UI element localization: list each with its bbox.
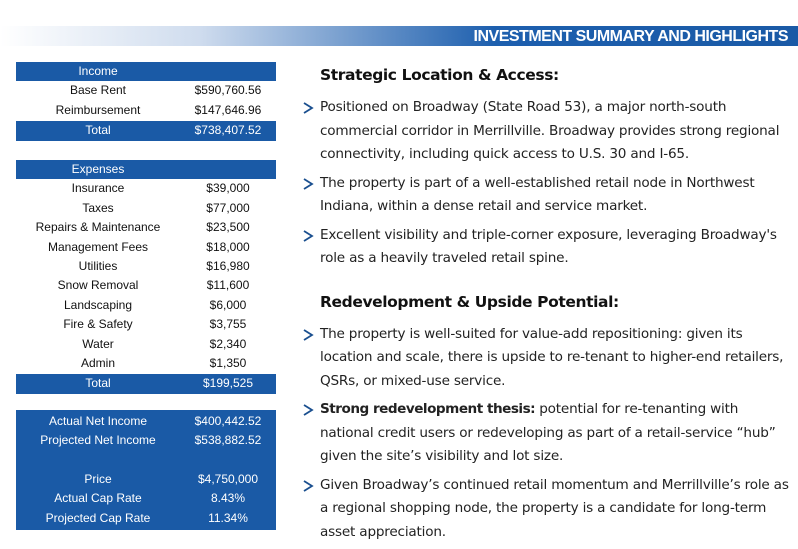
- bullet-arrow: [303, 328, 314, 341]
- bullet-text: The property is part of a well-establish…: [320, 174, 755, 215]
- row-label: Insurance: [71, 181, 125, 196]
- row-value: $16,980: [206, 259, 250, 273]
- row-value: $400,442.52: [194, 414, 262, 428]
- row-label: Base Rent: [69, 83, 127, 98]
- row-label: Reimbursement: [55, 102, 141, 117]
- header-bar: INVESTMENT SUMMARY AND HIGHLIGHTS: [0, 26, 798, 46]
- table-row: Admin $1,350: [16, 354, 276, 373]
- row-value: $2,340: [209, 336, 247, 351]
- row-value: $199,525: [202, 376, 254, 391]
- bullet-bold: Strong redevelopment thesis:: [320, 401, 536, 417]
- bullet: Strong redevelopment thesis: potential f…: [302, 398, 794, 469]
- summary-row: Actual Net Income $400,442.52: [16, 412, 276, 432]
- row-value: $538,882.52: [194, 433, 262, 448]
- row-label: Total: [85, 123, 111, 138]
- row-label: Projected Cap Rate: [45, 510, 151, 525]
- bullet-arrow: [303, 229, 314, 242]
- bullet-arrow: [303, 479, 314, 492]
- table-row: Water $2,340: [16, 335, 276, 354]
- table-header: Expenses: [16, 160, 276, 180]
- bullet-arrow: [303, 404, 314, 416]
- row-value: $4,750,000: [197, 472, 259, 486]
- row-label: Projected Net Income: [40, 433, 156, 448]
- table-row: Taxes $77,000: [16, 199, 276, 218]
- table-row: Repairs & Maintenance $23,500: [16, 218, 276, 237]
- row-label: Admin: [80, 356, 115, 370]
- bullet-text: The property is well-suited for value-ad…: [320, 325, 784, 389]
- summary-row: Projected Net Income $538,882.52: [16, 431, 276, 451]
- row-label: Price: [84, 472, 112, 486]
- row-label: Water: [82, 336, 114, 351]
- bullet-text: Excellent visibility and triple-corner e…: [320, 226, 777, 267]
- table-row: Utilities $16,980: [16, 257, 276, 276]
- row-value: $18,000: [206, 239, 250, 254]
- row-label: Snow Removal: [57, 278, 139, 293]
- row-label: Landscaping: [63, 297, 133, 312]
- table-row: Insurance $39,000: [16, 179, 276, 198]
- header-title: INVESTMENT SUMMARY AND HIGHLIGHTS: [473, 28, 789, 45]
- row-label: Fire & Safety: [63, 317, 133, 332]
- bullet: Positioned on Broadway (State Road 53), …: [302, 96, 794, 167]
- row-label: Income: [78, 64, 118, 78]
- row-label: Total: [85, 376, 111, 391]
- bullet: Excellent visibility and triple-corner e…: [302, 224, 794, 271]
- row-label: Expenses: [71, 162, 125, 176]
- table-total: Total $199,525: [16, 374, 276, 394]
- highlights: Strategic Location & Access: Positioned o…: [302, 66, 794, 549]
- table-header: Income: [16, 62, 276, 82]
- row-value: $39,000: [206, 181, 250, 196]
- section: Redevelopment & Upside Potential: The pro…: [302, 293, 794, 545]
- row-label: Management Fees: [47, 239, 149, 254]
- row-label: Actual Cap Rate: [54, 491, 142, 506]
- table-row: Fire & Safety $3,755: [16, 315, 276, 334]
- row-value: $590,760.56: [194, 83, 262, 98]
- row-label: Utilities: [78, 259, 118, 273]
- bullet-text: potential for re-tenanting with national…: [320, 401, 776, 464]
- bullet: The property is part of a well-establish…: [302, 172, 794, 219]
- row-value: $11,600: [206, 278, 250, 293]
- summary-row: Price $4,750,000: [16, 470, 276, 490]
- bullet: The property is well-suited for value-ad…: [302, 323, 794, 394]
- section: Strategic Location & Access: Positioned o…: [302, 66, 794, 271]
- summary-row: Actual Cap Rate 8.43%: [16, 489, 276, 509]
- row-value: 8.43%: [210, 491, 246, 506]
- bullet-text: Given Broadway’s continued retail moment…: [320, 476, 789, 540]
- row-value: 11.34%: [208, 510, 248, 525]
- bullet-arrow: [303, 177, 314, 190]
- row-value: $738,407.52: [194, 123, 262, 138]
- row-value: $147,646.96: [194, 102, 262, 117]
- row-label: Taxes: [82, 200, 114, 215]
- table-row: Snow Removal $11,600: [16, 276, 276, 295]
- row-value: $1,350: [209, 356, 247, 370]
- bullet-text: Positioned on Broadway (State Road 53), …: [320, 99, 780, 162]
- table-row: Base Rent $590,760.56: [16, 81, 276, 100]
- row-value: $23,500: [206, 220, 250, 235]
- section-heading: Strategic Location & Access:: [320, 66, 559, 84]
- page: {"header": {"title": "INVESTMENT SUMMARY…: [0, 26, 798, 540]
- table-row: Reimbursement $147,646.96: [16, 101, 276, 120]
- row-label: Actual Net Income: [48, 414, 148, 428]
- bullet: Given Broadway’s continued retail moment…: [302, 474, 794, 545]
- table-total: Total $738,407.52: [16, 121, 276, 141]
- table-row: Landscaping $6,000: [16, 296, 276, 315]
- row-value: $77,000: [206, 200, 250, 215]
- summary-row: Projected Cap Rate 11.34%: [16, 508, 276, 529]
- row-value: $3,755: [209, 317, 247, 332]
- row-value: $6,000: [209, 297, 247, 312]
- row-label: Repairs & Maintenance: [35, 220, 161, 235]
- section-heading: Redevelopment & Upside Potential:: [320, 292, 619, 311]
- bullet-arrow: [303, 102, 314, 114]
- table-row: Management Fees $18,000: [16, 238, 276, 257]
